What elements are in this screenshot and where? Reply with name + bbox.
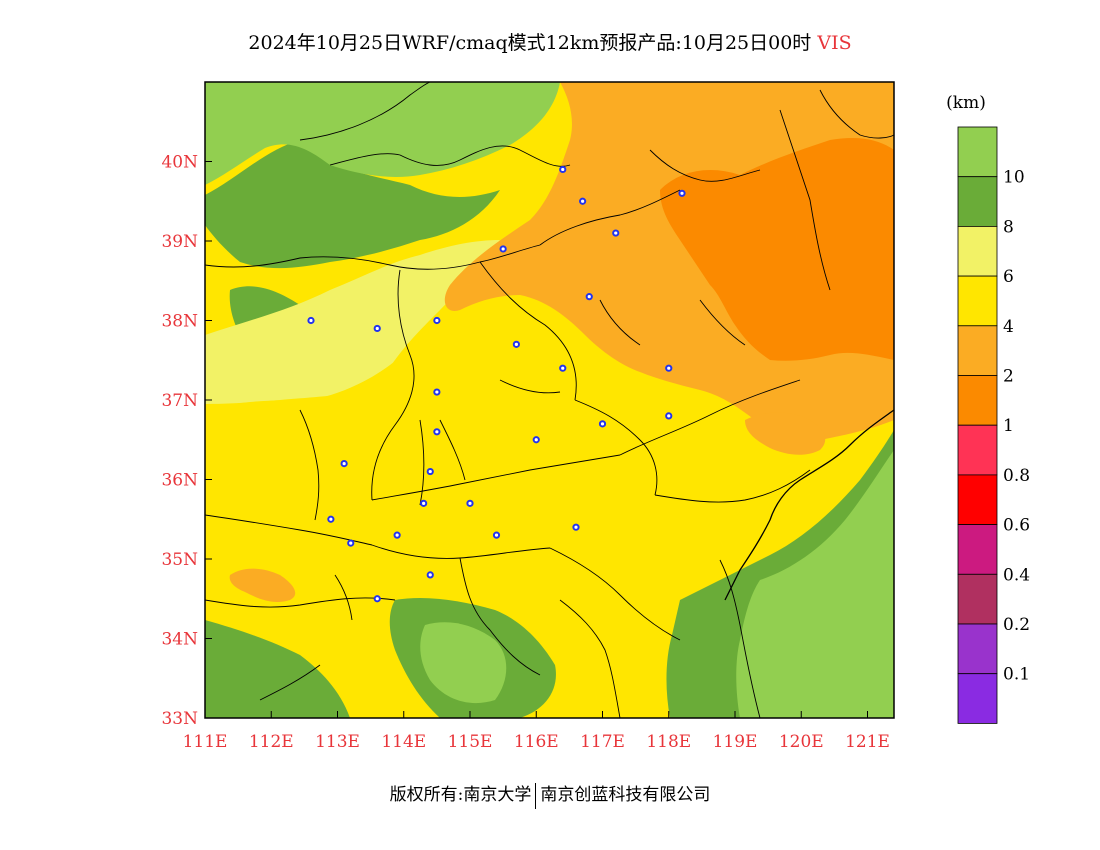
y-tick-label: 38N bbox=[161, 312, 198, 332]
y-tick-label: 33N bbox=[161, 709, 198, 729]
y-tick-label: 40N bbox=[161, 153, 198, 173]
city-marker bbox=[572, 523, 580, 531]
legend-label: 10 bbox=[1003, 168, 1025, 188]
city-marker bbox=[499, 245, 507, 253]
legend-label: 0.1 bbox=[1003, 665, 1030, 685]
y-tick-label: 36N bbox=[161, 471, 198, 491]
y-tick-label: 34N bbox=[161, 630, 198, 650]
city-marker bbox=[579, 197, 587, 205]
legend-color-box bbox=[957, 176, 998, 227]
city-marker bbox=[426, 571, 434, 579]
x-tick-label: 120E bbox=[779, 732, 824, 752]
visibility-field-8-10km-northwest bbox=[205, 140, 500, 269]
legend-label: 2 bbox=[1003, 367, 1014, 387]
legend-label: 4 bbox=[1003, 317, 1014, 337]
longitude-axis: 111E 112E 113E 114E 115E 116E 117E 118E 119E 120E… bbox=[183, 711, 890, 752]
city-marker bbox=[559, 165, 567, 174]
city-marker bbox=[393, 531, 401, 539]
legend-color-box bbox=[957, 275, 998, 327]
x-tick-label: 119E bbox=[713, 732, 758, 752]
city-marker bbox=[492, 531, 501, 539]
visibility-field-1-2km-northeast bbox=[660, 138, 894, 361]
city-marker bbox=[466, 499, 474, 507]
city-marker bbox=[532, 436, 540, 444]
legend-color-box bbox=[957, 623, 998, 675]
x-tick-label: 113E bbox=[315, 732, 360, 752]
city-marker bbox=[433, 316, 441, 325]
legend-color-box bbox=[957, 474, 998, 525]
copyright-footer: 版权所有:南京大学 南京创蓝科技有限公司 bbox=[0, 780, 1100, 809]
legend-label: 8 bbox=[1003, 217, 1014, 237]
footer-left: 版权所有:南京大学 bbox=[389, 785, 532, 805]
city-marker bbox=[327, 515, 335, 523]
city-marker bbox=[665, 412, 673, 420]
city-marker bbox=[678, 189, 686, 197]
y-tick-label: 37N bbox=[161, 391, 198, 411]
city-marker bbox=[433, 428, 441, 436]
legend-label: 0.8 bbox=[1003, 466, 1030, 486]
city-marker bbox=[347, 539, 355, 547]
x-tick-label: 116E bbox=[514, 732, 559, 752]
city-marker bbox=[307, 316, 315, 325]
chart-title: 2024年10月25日WRF/cmaq模式12km预报产品:10月25日00时 … bbox=[0, 28, 1100, 55]
x-tick-label: 121E bbox=[845, 732, 890, 752]
city-marker bbox=[585, 293, 593, 301]
x-tick-label: 112E bbox=[249, 732, 294, 752]
legend-color-box bbox=[957, 126, 998, 178]
city-marker bbox=[665, 364, 673, 372]
x-tick-label: 114E bbox=[381, 732, 426, 752]
legend-color-box bbox=[957, 375, 998, 426]
legend-label: 0.6 bbox=[1003, 516, 1030, 536]
visibility-field-2-4km-small-west bbox=[229, 568, 296, 603]
visibility-field-2-4km-southeast bbox=[745, 412, 826, 455]
latitude-axis: 33N 34N 35N 36N 37N 38N 39N 40N bbox=[161, 153, 212, 729]
city-marker bbox=[373, 595, 381, 603]
legend-color-box bbox=[957, 325, 998, 376]
legend-unit: (km) bbox=[946, 93, 986, 113]
city-marker bbox=[433, 388, 441, 396]
legend-color-box bbox=[957, 424, 998, 476]
city-marker bbox=[512, 340, 520, 348]
city-marker bbox=[340, 460, 348, 468]
visibility-map bbox=[205, 82, 894, 718]
legend-label: 1 bbox=[1003, 416, 1014, 436]
y-tick-label: 39N bbox=[161, 232, 198, 252]
visibility-field-8-10km-south bbox=[205, 620, 350, 718]
city-marker bbox=[426, 467, 434, 476]
x-tick-label: 118E bbox=[646, 732, 691, 752]
x-tick-label: 111E bbox=[183, 732, 228, 752]
legend-color-box bbox=[957, 673, 998, 724]
legend-label: 0.4 bbox=[1003, 565, 1030, 585]
x-tick-label: 115E bbox=[448, 732, 493, 752]
legend-label: 0.2 bbox=[1003, 615, 1030, 635]
city-marker bbox=[420, 499, 428, 507]
title-variable: VIS bbox=[817, 32, 852, 54]
city-markers bbox=[307, 165, 686, 603]
legend-label: 6 bbox=[1003, 267, 1014, 287]
visibility-field-6-8km-west bbox=[205, 240, 500, 404]
province-boundaries bbox=[205, 82, 894, 718]
x-tick-label: 117E bbox=[580, 732, 625, 752]
coastline bbox=[724, 409, 894, 601]
legend-color-box bbox=[957, 225, 998, 277]
visibility-field-above-10km-southeast bbox=[736, 450, 894, 718]
visibility-field-above-10km-northwest bbox=[205, 82, 560, 185]
city-marker bbox=[373, 324, 381, 333]
visibility-field-1-2km-coast bbox=[669, 180, 716, 215]
colorbar-legend: (km) 10 8 6 4 2 1 0.8 0.6 0.4 0.2 0.1 bbox=[946, 93, 1030, 724]
legend-color-box bbox=[957, 524, 998, 575]
city-marker bbox=[598, 420, 607, 428]
city-marker bbox=[612, 229, 620, 237]
footer-right: 南京创蓝科技有限公司 bbox=[540, 785, 711, 805]
legend-color-box bbox=[957, 573, 998, 625]
city-marker bbox=[559, 364, 567, 372]
footer-separator bbox=[535, 782, 537, 809]
y-tick-label: 35N bbox=[161, 550, 198, 570]
visibility-field-above-10km-south bbox=[420, 622, 507, 704]
title-main: 2024年10月25日WRF/cmaq模式12km预报产品:10月25日00时 bbox=[248, 32, 812, 54]
